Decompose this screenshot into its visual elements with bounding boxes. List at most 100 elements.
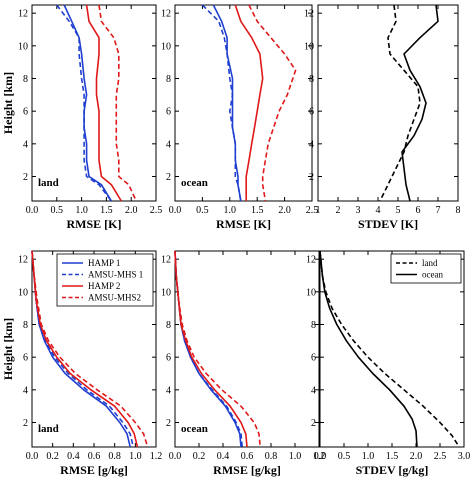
panel-annotation: land (38, 423, 59, 435)
y-tick-label: 2 (166, 418, 171, 429)
series-line-hamp-2 (234, 4, 264, 201)
x-tick-label: 0.0 (26, 451, 39, 462)
series-line-hamp-2 (85, 4, 122, 202)
y-tick-label: 12 (304, 9, 314, 20)
y-tick-label: 8 (166, 320, 171, 331)
y-tick-label: 2 (309, 172, 314, 183)
legend-label: land (422, 258, 438, 268)
legend-label: ocean (422, 270, 443, 280)
x-tick-label: 0.5 (338, 451, 351, 462)
series-line-land (379, 4, 421, 202)
panel-annotation: ocean (181, 177, 208, 189)
y-tick-label: 10 (306, 287, 316, 298)
plot-frame (174, 250, 320, 448)
x-tick-label: 0.4 (217, 451, 230, 462)
y-tick-label: 2 (311, 418, 316, 429)
x-tick-label: 1.0 (224, 205, 237, 216)
y-tick-label: 4 (23, 385, 28, 396)
series-line-ocean (401, 4, 439, 202)
y-tick-label: 12 (306, 255, 316, 266)
y-tick-label: 6 (166, 107, 171, 118)
plot-frame (31, 4, 157, 202)
x-tick-label: 3.0 (458, 451, 471, 462)
series-line-hamp-2 (174, 250, 248, 448)
y-tick-label: 12 (161, 9, 171, 20)
y-tick-label: 6 (23, 353, 28, 364)
x-tick-label: 1.0 (362, 451, 375, 462)
x-tick-label: 0.4 (67, 451, 80, 462)
x-tick-label: 6 (416, 205, 421, 216)
x-tick-label: 0.6 (241, 451, 254, 462)
legend-box (390, 253, 462, 284)
y-tick-label: 10 (161, 287, 171, 298)
y-tick-label: 6 (166, 353, 171, 364)
x-tick-label: 0.0 (314, 451, 327, 462)
y-tick-label: 4 (166, 139, 171, 150)
panel-annotation: ocean (181, 423, 208, 435)
series-line-amsu-mhs2 (248, 4, 297, 202)
x-tick-label: 0.5 (51, 205, 64, 216)
y-tick-label: 4 (311, 385, 316, 396)
x-tick-label: 7 (436, 205, 441, 216)
y-tick-label: 8 (166, 74, 171, 85)
panel-hum-ocean: 0.0 0.2 0.4 0.6 0.8 1.0 1.2 2 4 6 8 10 12 RMSE [g/kg]… (161, 250, 326, 477)
x-tick-label: 5 (396, 205, 401, 216)
series-line-amsu-mhs-1 (201, 4, 242, 202)
x-tick-label: 0.0 (169, 451, 182, 462)
series-line-land (319, 250, 460, 448)
legend: land ocean (390, 253, 462, 284)
x-tick-label: 1.2 (313, 451, 326, 462)
y-tick-label: 2 (23, 418, 28, 429)
x-tick-label: 2.5 (150, 205, 163, 216)
x-axis-label: STDEV [g/kg] (356, 463, 429, 477)
series-line-hamp-1 (174, 250, 242, 448)
x-tick-label: 0.0 (169, 205, 182, 216)
y-tick-label: 8 (23, 74, 28, 85)
panel-hum-land: 0.0 0.2 0.4 0.6 0.8 1.0 1.2 2 4 6 8 10 12 RMSE [g/kg]… (1, 250, 162, 477)
legend-label: AMSU-MHS2 (88, 293, 141, 303)
x-tick-label: 2.5 (434, 451, 447, 462)
x-tick-label: 0.5 (196, 205, 209, 216)
series-line-hamp-2 (31, 250, 139, 448)
y-tick-label: 8 (311, 320, 316, 331)
y-tick-label: 8 (23, 320, 28, 331)
x-tick-label: 1.5 (386, 451, 399, 462)
x-tick-label: 4 (376, 205, 381, 216)
x-tick-label: 0.0 (26, 205, 39, 216)
legend-label: HAMP 1 (88, 258, 120, 268)
x-axis-label: RMSE [g/kg] (213, 463, 281, 477)
y-tick-label: 6 (309, 107, 314, 118)
series-line-amsu-mhs2 (31, 250, 149, 448)
x-axis-label: RMSE [g/kg] (60, 463, 128, 477)
panel-annotation: land (38, 177, 59, 189)
y-tick-label: 2 (23, 172, 28, 183)
y-tick-label: 12 (161, 255, 171, 266)
y-tick-label: 8 (309, 74, 314, 85)
plot-frame (174, 4, 313, 202)
x-tick-label: 1.0 (129, 451, 142, 462)
x-axis-label: RMSE [K] (216, 217, 271, 231)
x-tick-label: 2 (336, 205, 341, 216)
y-tick-label: 12 (18, 255, 28, 266)
x-tick-label: 0.2 (193, 451, 206, 462)
y-tick-label: 6 (23, 107, 28, 118)
x-axis-label: STDEV [K] (358, 217, 418, 231)
x-tick-label: 0.8 (108, 451, 121, 462)
y-tick-label: 4 (23, 139, 28, 150)
series-line-amsu-mhs-1 (31, 250, 135, 448)
x-tick-label: 8 (456, 205, 461, 216)
x-tick-label: 1.5 (251, 205, 264, 216)
x-tick-label: 1.5 (100, 205, 113, 216)
y-tick-label: 10 (304, 41, 314, 52)
legend-label: AMSU-MHS 1 (88, 270, 143, 280)
x-tick-label: 2.5 (306, 205, 319, 216)
plot-frame (317, 4, 459, 202)
y-tick-label: 4 (309, 139, 314, 150)
x-axis-label: RMSE [K] (67, 217, 122, 231)
x-tick-label: 0.6 (88, 451, 101, 462)
legend-label: HAMP 2 (88, 281, 120, 291)
series-line-amsu-mhs2 (98, 4, 137, 202)
x-tick-label: 1.0 (75, 205, 88, 216)
